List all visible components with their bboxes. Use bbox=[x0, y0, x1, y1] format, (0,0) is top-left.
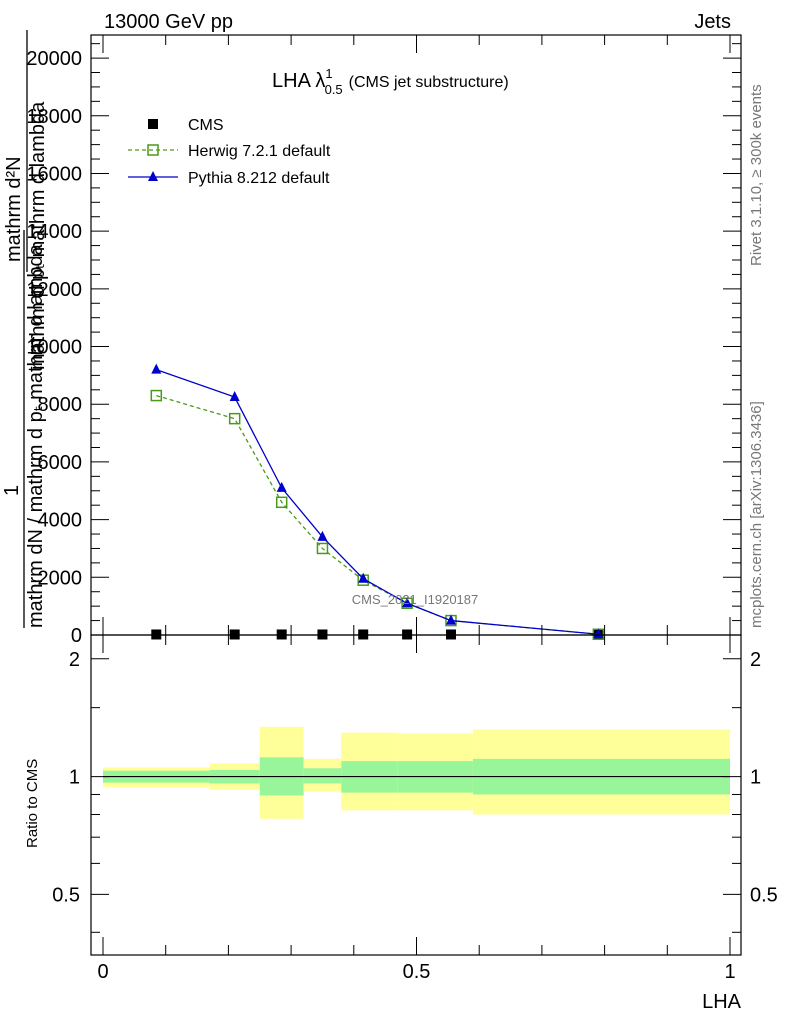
legend-pythia-marker bbox=[148, 171, 158, 181]
y-tick-label: 18000 bbox=[26, 106, 82, 128]
y-tick-label: 10000 bbox=[26, 337, 82, 359]
herwig-data-point bbox=[150, 389, 163, 402]
ratio-y-tick-label-right: 0.5 bbox=[750, 884, 778, 906]
y-tick-label: 0 bbox=[71, 625, 82, 647]
x-tick-label: 0.5 bbox=[403, 961, 431, 983]
y-tick-label: 14000 bbox=[26, 221, 82, 243]
x-tick-label: 1 bbox=[724, 961, 735, 983]
pythia-data-point bbox=[593, 628, 604, 639]
ratio-y-tick-label-right: 1 bbox=[750, 767, 761, 789]
ylabel-denominator: mathrm dN / mathrm d pₜ mathrm d lambda bbox=[25, 243, 47, 628]
y-tick-label: 16000 bbox=[26, 163, 82, 185]
ratio-y-tick-label: 1 bbox=[69, 767, 80, 789]
energy-label: 13000 GeV pp bbox=[104, 11, 233, 33]
mcplots-label: mcplots.cern.ch [arXiv:1306.3436] bbox=[748, 401, 765, 628]
y-tick-label: 20000 bbox=[26, 48, 82, 70]
legend-cms-marker bbox=[148, 119, 158, 129]
y-tick-label: 4000 bbox=[38, 510, 83, 532]
herwig-data-point bbox=[228, 412, 241, 425]
pythia-data-point bbox=[151, 363, 162, 374]
ratio-y-tick-label: 0.5 bbox=[52, 884, 80, 906]
ratio-frame bbox=[90, 634, 742, 956]
rivet-label: Rivet 3.1.10, ≥ 300k events bbox=[748, 84, 765, 266]
ylabel-top-numerator: mathrm d²N bbox=[3, 156, 25, 262]
herwig-data-point bbox=[316, 542, 329, 555]
ylabel-numerator: 1 bbox=[1, 485, 23, 496]
ratio-y-tick-label-right: 2 bbox=[750, 649, 761, 671]
stat-uncertainty-band bbox=[303, 768, 342, 784]
main-ylabel: mathrm d²N mathrm d pₜ mathrm d lambda 1… bbox=[1, 30, 49, 628]
pythia-data-point bbox=[445, 614, 456, 625]
ratio-axes: 0.5 0.5 1 1 2 2 0 0.5 1 bbox=[52, 635, 778, 983]
ratio-y-tick-label: 2 bbox=[69, 649, 80, 671]
plot-title: LHA λ1 0.5 (CMS jet substructure) bbox=[272, 66, 509, 97]
main-axes: 0 2000 4000 6000 8000 10000 12000 14000 16000 180… bbox=[26, 35, 741, 647]
analysis-watermark: CMS_2021_I1920187 bbox=[352, 592, 479, 607]
y-tick-label: 8000 bbox=[38, 394, 83, 416]
ratio-plot-content bbox=[103, 726, 730, 819]
series-line-pythia bbox=[156, 369, 599, 635]
ratio-panel: 0.5 0.5 1 1 2 2 0 0.5 1 bbox=[52, 634, 778, 983]
x-tick-label: 0 bbox=[97, 961, 108, 983]
herwig-data-point bbox=[275, 496, 288, 509]
legend-herwig-marker bbox=[147, 144, 159, 156]
legend-cms-label: CMS bbox=[188, 117, 224, 134]
legend: CMS Herwig 7.2.1 default Pythia 8.212 de… bbox=[128, 117, 331, 187]
pythia-data-point bbox=[317, 530, 328, 541]
legend-herwig-label: Herwig 7.2.1 default bbox=[188, 143, 331, 160]
pythia-data-point bbox=[402, 597, 413, 608]
pythia-data-point bbox=[229, 391, 240, 402]
pythia-data-point bbox=[358, 572, 369, 583]
legend-pythia-label: Pythia 8.212 default bbox=[188, 170, 330, 187]
y-tick-label: 12000 bbox=[26, 279, 82, 301]
main-panel: CMS_2021_I1920187 0 2000 4000 6000 8000 10000… bbox=[26, 34, 742, 647]
ylabel-top-denominator: mathrm d pₜ mathrm d lambda bbox=[27, 101, 49, 370]
pythia-data-point bbox=[276, 481, 287, 492]
x-axis-label: LHA bbox=[702, 991, 742, 1013]
ratio-ylabel: Ratio to CMS bbox=[24, 759, 41, 848]
y-tick-label: 2000 bbox=[38, 567, 83, 589]
y-tick-label: 6000 bbox=[38, 452, 83, 474]
process-label: Jets bbox=[694, 11, 731, 33]
